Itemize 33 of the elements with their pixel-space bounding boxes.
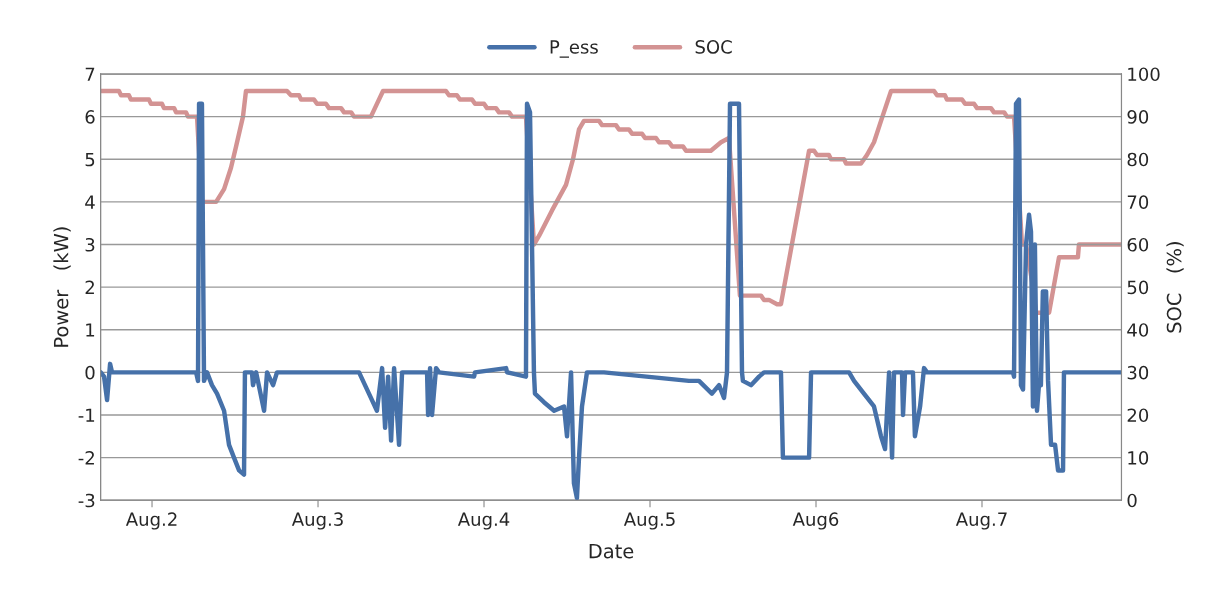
x-axis-title: Date [589,544,634,559]
y-tick-label: 0 [85,365,95,380]
y2-tick-label: 100 [1128,67,1160,82]
y2-tick-label: 20 [1127,408,1149,423]
y2-tick-label: 40 [1127,323,1149,337]
y2-tick-label: 30 [1127,365,1149,380]
y-tick-label: 3 [85,237,95,252]
y-axis-title: Power (kW) [53,227,71,347]
x-tick-label: Aug.3 [291,512,343,530]
y2-tick-label: 90 [1127,110,1149,124]
y2-tick-label: 10 [1128,451,1149,465]
y-tick-label: -2 [78,451,94,465]
y-tick-label: -3 [78,493,95,508]
y-tick-label: 6 [85,110,95,124]
y2-axis-title: SOC (%) [1166,242,1184,333]
y-tick-label: 7 [85,67,95,81]
x-tick-label: Aug6 [792,512,839,530]
y-tick-label: 2 [85,280,94,294]
y2-tick-label: 0 [1127,493,1137,508]
y2-tick-label: 50 [1127,280,1149,295]
y2-tick-label: 70 [1127,195,1149,209]
x-tick-label: Aug.7 [955,512,1007,530]
y-tick-label: -1 [78,408,95,422]
legend-label: SOC [695,40,732,54]
x-tick-label: Aug.2 [125,512,177,530]
x-tick-label: Aug.5 [623,512,675,530]
y-tick-label: 1 [86,323,95,337]
x-tick-label: Aug.4 [457,512,510,530]
y2-tick-label: 60 [1127,237,1149,252]
legend-label: P_ess [550,40,598,58]
y2-tick-label: 80 [1127,152,1149,167]
y-tick-label: 4 [85,195,95,209]
y-tick-label: 5 [85,152,95,167]
